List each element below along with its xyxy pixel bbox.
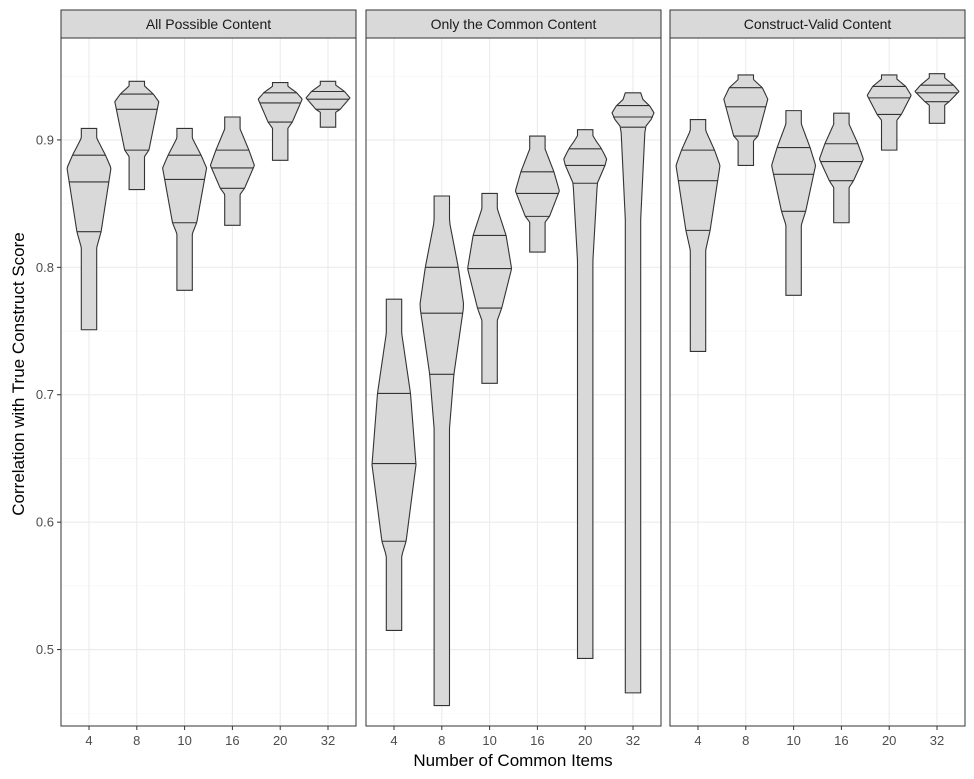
- violin-body: [819, 112, 864, 224]
- x-tick-label: 32: [626, 733, 640, 748]
- facet-strip-title: Construct-Valid Content: [744, 16, 892, 32]
- violin-20: [257, 82, 303, 161]
- violin-body: [371, 298, 417, 631]
- violin-10: [162, 127, 208, 291]
- violin-32: [305, 80, 351, 128]
- y-tick-label: 0.7: [36, 387, 54, 402]
- violin-body: [771, 110, 817, 296]
- violin-body: [257, 82, 303, 161]
- y-tick-label: 0.8: [36, 260, 54, 275]
- x-axis-title: Number of Common Items: [413, 751, 612, 770]
- x-tick-label: 16: [530, 733, 544, 748]
- x-tick-label: 10: [482, 733, 496, 748]
- violin-20: [866, 74, 912, 151]
- x-tick-label: 8: [438, 733, 445, 748]
- facet-strip: [365, 9, 662, 39]
- violin-body: [305, 80, 351, 128]
- x-tick-label: 4: [85, 733, 92, 748]
- violin-body: [467, 192, 512, 384]
- violin-body: [66, 127, 112, 331]
- x-tick-label: 16: [225, 733, 239, 748]
- x-tick-label: 10: [177, 733, 191, 748]
- x-tick-label: 4: [390, 733, 397, 748]
- violin-8: [114, 80, 160, 191]
- facet-panel: Construct-Valid Content 4 8 10 16 20 32: [669, 9, 966, 748]
- violin-body: [563, 129, 608, 660]
- violin-4: [675, 118, 721, 352]
- x-tick-label: 8: [742, 733, 749, 748]
- panel-background: [669, 37, 966, 727]
- y-tick-label: 0.9: [36, 132, 54, 147]
- facet-strip: [60, 9, 357, 39]
- y-tick-label: 0.6: [36, 515, 54, 530]
- violin-body: [419, 195, 465, 707]
- x-tick-label: 16: [834, 733, 848, 748]
- violin-body: [114, 80, 160, 191]
- x-tick-label: 32: [930, 733, 944, 748]
- y-axis-title: Correlation with True Construct Score: [9, 232, 28, 515]
- violin-body: [914, 73, 960, 124]
- y-tick-label: 0.5: [36, 642, 54, 657]
- violin-body: [515, 135, 560, 253]
- violin-16: [819, 112, 864, 224]
- x-tick-label: 4: [694, 733, 701, 748]
- violin-4: [66, 127, 112, 331]
- violin-20: [563, 129, 608, 660]
- x-tick-label: 10: [786, 733, 800, 748]
- violin-16: [209, 116, 255, 226]
- violin-body: [611, 92, 655, 694]
- violin-10: [771, 110, 817, 296]
- facet-panel: Only the Common Content 4 8 10 16 20 32: [365, 9, 662, 748]
- x-tick-label: 20: [273, 733, 287, 748]
- x-tick-label: 20: [578, 733, 592, 748]
- facet-strip-title: All Possible Content: [146, 16, 271, 32]
- violin-8: [723, 74, 769, 166]
- violin-8: [419, 195, 465, 707]
- violin-4: [371, 298, 417, 631]
- violin-body: [162, 127, 208, 291]
- violin-32: [914, 73, 960, 124]
- x-tick-label: 20: [882, 733, 896, 748]
- facet-strip-title: Only the Common Content: [431, 16, 597, 32]
- violin-body: [866, 74, 912, 151]
- x-tick-label: 8: [133, 733, 140, 748]
- panel-background: [60, 37, 357, 727]
- violin-10: [467, 192, 512, 384]
- panel-background: [365, 37, 662, 727]
- x-tick-label: 32: [321, 733, 335, 748]
- facet-strip: [669, 9, 966, 39]
- violin-32: [611, 92, 655, 694]
- facet-panel: All Possible Content 4 8 10 16 20 32 0.5 0.6 0.7 0…: [36, 9, 357, 748]
- violin-body: [675, 118, 721, 352]
- violin-16: [515, 135, 560, 253]
